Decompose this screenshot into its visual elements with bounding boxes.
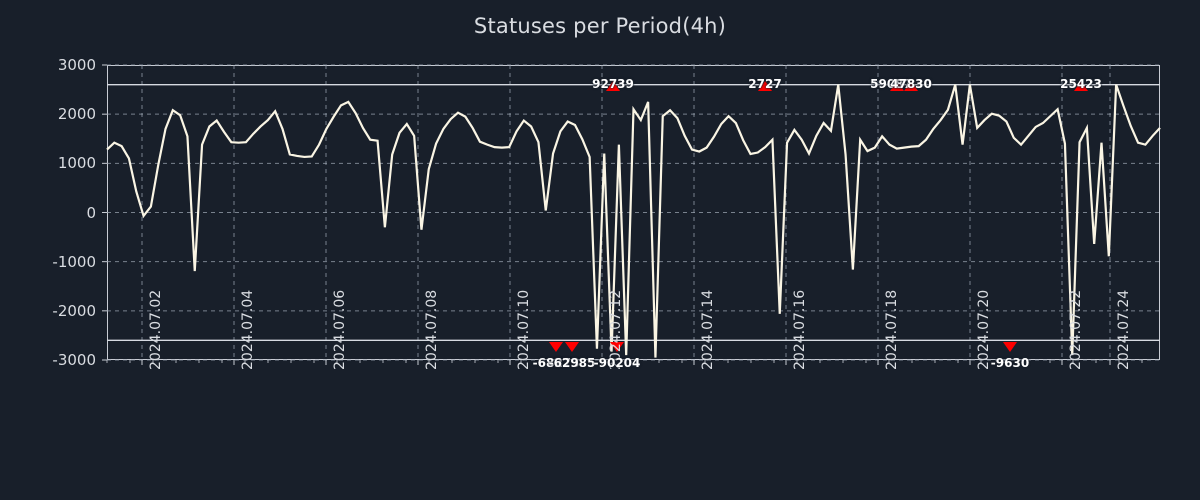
x-axis-tick-label: 2024.07.20 (976, 289, 992, 370)
x-axis-tick-label: 2024.07.14 (700, 289, 716, 370)
x-axis-tick-label: 2024.07.10 (516, 289, 532, 370)
x-axis-tick-label: 2024.07.18 (884, 289, 900, 370)
annotation-label: -62985 (548, 356, 596, 370)
y-axis-tick-label: -1000 (52, 252, 96, 271)
y-axis-tick-label: -2000 (52, 301, 96, 320)
plot-area (107, 65, 1160, 360)
x-axis-tick-label: 2024.07.22 (1068, 289, 1084, 370)
y-axis-tick-label: 2000 (57, 105, 96, 124)
annotation-label: 92739 (592, 77, 634, 91)
annotation-label: 2727 (748, 77, 782, 91)
chart-title: Statuses per Period(4h) (473, 14, 727, 38)
annotation-label: 59087 (870, 77, 912, 91)
annotation-label: 25423 (1060, 77, 1102, 91)
annotation-label: -90204 (593, 356, 641, 370)
y-axis-tick-label: 3000 (57, 56, 96, 74)
y-axis-tick-label: -3000 (52, 351, 96, 369)
annotation-label: 47830 (890, 77, 932, 91)
x-axis-tick-label: 2024.07.16 (792, 289, 808, 370)
x-axis-tick-label: 2024.07.04 (240, 289, 256, 370)
x-axis-tick-label: 2024.07.06 (332, 289, 348, 370)
x-axis-tick-label: 2024.07.24 (1116, 289, 1132, 370)
annotation-label: -9630 (990, 356, 1030, 370)
x-axis-tick-label: 2024.07.08 (424, 289, 440, 370)
y-axis-tick-label: 1000 (57, 154, 96, 173)
x-axis-tick-label: 2024.07.02 (148, 289, 164, 370)
annotation-label: -68273 (532, 356, 580, 370)
y-axis-tick-label: 0 (86, 203, 96, 222)
